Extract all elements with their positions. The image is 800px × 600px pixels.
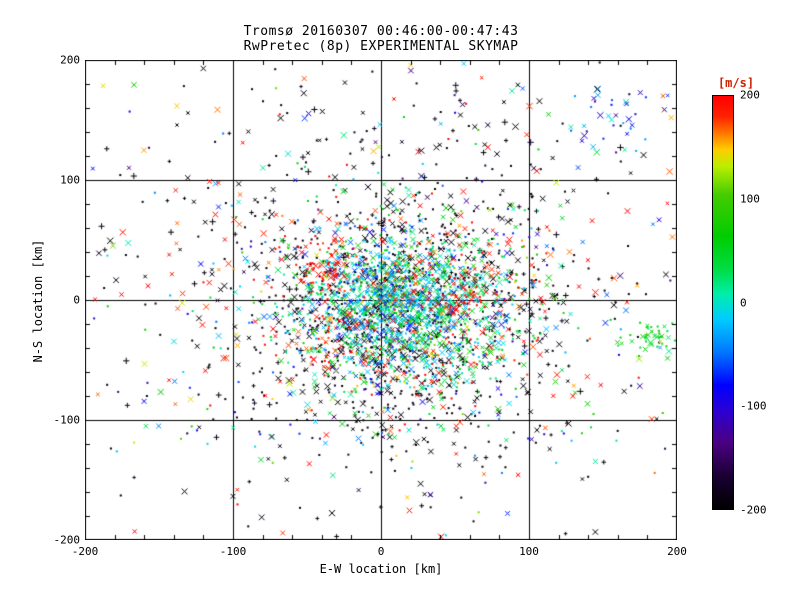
x-tick-label: 200 — [667, 545, 687, 558]
figure-title: Tromsø 20160307 00:46:00-00:47:43 — [243, 24, 519, 39]
colorbar-gradient — [713, 96, 733, 509]
x-tick-label: 100 — [519, 545, 539, 558]
y-tick-label: 200 — [60, 53, 80, 67]
x-axis-label: E-W location [km] — [319, 562, 443, 576]
x-tick-label: -200 — [71, 545, 99, 558]
y-axis-label: N-S location [km] — [31, 239, 45, 363]
figure-subtitle: RwPretec (8p) EXPERIMENTAL SKYMAP — [243, 39, 519, 54]
y-tick-label: -200 — [53, 533, 81, 547]
colorbar-tick-label: 0 — [740, 296, 747, 309]
colorbar-tick-label: 200 — [740, 88, 760, 102]
x-tick-label: -100 — [219, 545, 247, 558]
colorbar — [712, 95, 734, 510]
y-tick-label: 100 — [60, 173, 80, 187]
colorbar-units-label: [m/s] — [717, 76, 755, 90]
colorbar-tick-label: 100 — [740, 192, 760, 206]
colorbar-tick-label: -100 — [740, 399, 767, 413]
colorbar-tick-label: -200 — [740, 503, 767, 517]
skymap-plot-canvas — [85, 60, 677, 540]
x-tick-label: 0 — [377, 545, 385, 558]
y-tick-label: -100 — [53, 413, 81, 427]
y-tick-label: 0 — [73, 293, 80, 307]
